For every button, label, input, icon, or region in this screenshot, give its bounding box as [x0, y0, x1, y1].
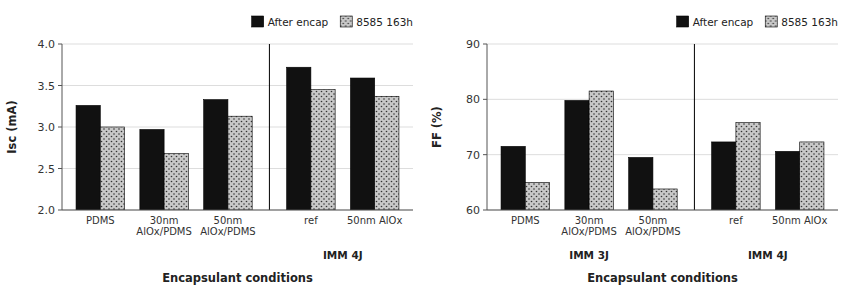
legend-swatch: [252, 16, 264, 27]
x-tick-label-line: 30nm: [575, 215, 604, 226]
bar: [565, 100, 589, 210]
y-tick: [58, 168, 62, 169]
y-tick-label: 2.0: [38, 204, 56, 217]
y-tick: [483, 210, 487, 211]
grid-line: [487, 44, 838, 45]
figure: 2.02.53.03.54.0PDMS30nmAlOx/PDMS50nmAlOx…: [0, 0, 850, 290]
group-divider: [694, 44, 695, 210]
y-tick-label: 70: [466, 149, 480, 162]
bar: [653, 189, 677, 210]
y-tick-label: 90: [466, 38, 480, 51]
bar: [311, 90, 335, 210]
y-tick: [483, 44, 487, 45]
x-axis: [62, 210, 413, 211]
y-tick-label: 4.0: [38, 38, 56, 51]
x-tick-label-line: ref: [304, 215, 318, 226]
x-tick-label: ref: [729, 215, 743, 226]
x-tick-label-line: AlOx/PDMS: [200, 226, 255, 237]
x-tick-label-line: PDMS: [511, 215, 540, 226]
bar: [775, 151, 799, 210]
y-tick: [483, 99, 487, 100]
bar: [164, 154, 188, 210]
bar: [100, 127, 124, 210]
y-axis-title: FF (%): [430, 106, 444, 148]
group-divider: [269, 44, 270, 210]
legend-label: 8585 163h: [356, 16, 413, 28]
legend-swatch: [765, 16, 777, 27]
y-tick-label: 2.5: [38, 163, 56, 176]
grid-line: [487, 99, 838, 100]
x-axis: [487, 210, 838, 211]
x-tick-label-line: 50nm AlOx: [347, 215, 402, 226]
y-axis: [62, 44, 63, 210]
x-tick-label-line: AlOx/PDMS: [625, 226, 680, 237]
bar: [76, 105, 100, 210]
y-tick-label: 60: [466, 204, 480, 217]
x-tick-label-line: 30nm: [150, 215, 179, 226]
panel: 2.02.53.03.54.0PDMS30nmAlOx/PDMS50nmAlOx…: [5, 16, 413, 285]
x-tick-label: 50nmAlOx/PDMS: [200, 215, 255, 237]
grid-line: [62, 44, 413, 45]
x-tick-label-line: PDMS: [86, 215, 115, 226]
y-tick: [58, 210, 62, 211]
bar: [736, 123, 760, 210]
bar: [589, 91, 613, 210]
y-tick: [58, 127, 62, 128]
grid-line: [487, 210, 838, 211]
x-tick-label: PDMS: [86, 215, 115, 226]
bar: [350, 78, 374, 210]
x-tick-label-line: AlOx/PDMS: [136, 226, 191, 237]
x-tick-label: 50nm AlOx: [347, 215, 402, 226]
grid-line: [62, 210, 413, 211]
x-tick-label: 30nmAlOx/PDMS: [561, 215, 616, 237]
group-label: IMM 4J: [323, 249, 363, 261]
y-tick: [483, 154, 487, 155]
legend-label: After encap: [268, 16, 329, 28]
bar: [501, 146, 525, 210]
y-tick-label: 3.0: [38, 121, 56, 134]
legend-swatch: [340, 16, 352, 27]
y-tick-label: 80: [466, 93, 480, 106]
x-tick-label-line: ref: [729, 215, 743, 226]
x-tick-label-line: 50nm AlOx: [772, 215, 827, 226]
x-tick-label: 30nmAlOx/PDMS: [136, 215, 191, 237]
bar: [629, 157, 653, 210]
x-tick-label-line: 50nm: [639, 215, 668, 226]
bar: [525, 182, 549, 210]
bar: [287, 67, 311, 210]
y-axis-title: Isc (mA): [5, 100, 19, 153]
legend-swatch: [677, 16, 689, 27]
bar: [375, 96, 399, 210]
legend: After encap 8585 163h: [252, 16, 413, 28]
x-tick-label: ref: [304, 215, 318, 226]
x-axis-title: Encapsulant conditions: [162, 271, 313, 285]
x-tick-label: 50nmAlOx/PDMS: [625, 215, 680, 237]
panel: 60708090PDMS30nmAlOx/PDMS50nmAlOx/PDMSre…: [430, 16, 838, 285]
y-tick: [58, 44, 62, 45]
x-tick-label: 50nm AlOx: [772, 215, 827, 226]
y-axis: [487, 44, 488, 210]
y-tick: [58, 85, 62, 86]
x-axis-title: Encapsulant conditions: [587, 271, 738, 285]
bars: [76, 67, 399, 210]
legend-label: 8585 163h: [781, 16, 838, 28]
group-label: IMM 3J: [569, 249, 609, 261]
bar: [712, 142, 736, 210]
bar: [800, 142, 824, 210]
group-label: IMM 4J: [748, 249, 788, 261]
bar: [204, 100, 228, 210]
bar: [140, 129, 164, 210]
x-tick-label-line: 50nm: [214, 215, 243, 226]
legend: After encap 8585 163h: [677, 16, 838, 28]
legend-label: After encap: [693, 16, 754, 28]
x-tick-label-line: AlOx/PDMS: [561, 226, 616, 237]
x-tick-label: PDMS: [511, 215, 540, 226]
bar: [228, 116, 252, 210]
bars: [501, 91, 824, 210]
y-tick-label: 3.5: [38, 80, 56, 93]
